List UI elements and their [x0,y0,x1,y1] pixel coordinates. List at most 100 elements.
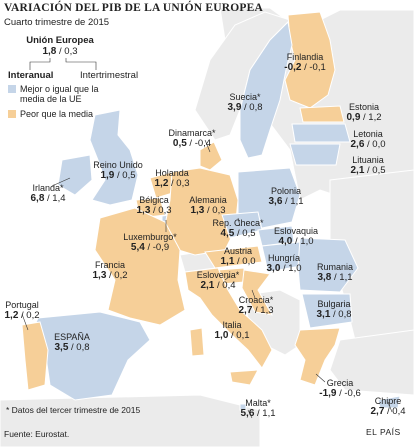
country-label: Italia 1,0 / 0,1 [214,320,249,341]
country-annual: 3,9 [227,102,242,113]
country-quarterly: 1,1 [339,272,353,283]
country-name: Austria [223,246,253,256]
country-label: Portugal 1,2 / 0,2 [4,300,39,321]
country-annual: 3,6 [268,196,283,207]
country-name: Eslovenia* [196,270,240,280]
country-label: Polonia 3,6 / 1,1 [268,186,303,207]
country-quarterly: 0,8 [338,309,352,320]
country-quarterly: 1,3 [260,305,274,316]
eu-annual: 1,8 [42,46,57,57]
country-values: 2,7 / 0,4 [370,406,406,417]
country-label: Hungría 3,0 / 1,0 [266,253,301,274]
country-annual: 2,7 [238,305,253,316]
country-values: 2,7 / 1,3 [238,305,274,316]
country-label: Suecia* 3,9 / 0,8 [227,92,262,113]
country-annual: 1,2 [154,178,169,189]
country-letonia [291,123,351,143]
credit-logo: EL PAÍS [366,427,401,437]
country-values: 3,0 / 1,0 [266,263,302,274]
country-label: Estonia 0,9 / 1,2 [346,102,381,123]
country-quarterly: 0,2 [26,310,40,321]
country-quarterly: 1,0 [300,236,314,247]
legend-below-label: Peor que la media [20,109,94,119]
country-rumania [297,237,359,293]
country-values: 1,9 / 0,5 [100,170,136,181]
country-name: Holanda [155,168,189,178]
country-portugal [21,321,49,391]
country-quarterly: 1,1 [262,408,276,419]
leader-eslovenia [224,275,231,281]
country-annual: 2,1 [200,280,215,291]
country-malta [239,403,247,411]
country-annual: -0,2 [284,62,302,73]
country-annual: 3,1 [316,309,331,320]
country-values: 3,1 / 0,8 [316,309,352,320]
country-values: 2,1 / 0,4 [200,280,236,291]
country-annual: 4,5 [220,228,235,239]
country-dinamarca [199,141,223,171]
country-quarterly: 0,0 [242,256,256,267]
country-austria [204,245,263,269]
country-quarterly: 0,8 [249,102,263,113]
country-annual: 1,2 [4,310,19,321]
country-name: ESPAÑA [54,332,90,342]
country-quarterly: 1,0 [288,263,302,274]
eu-values: 1,8 / 0,3 [42,46,78,57]
country-quarterly: 0,4 [392,406,406,417]
country-name: Grecia [326,378,354,388]
country-annual: 1,1 [220,256,235,267]
leader-chipre [387,401,393,413]
country-quarterly: 0,1 [236,330,250,341]
country-name: Dinamarca* [168,128,216,138]
source: Fuente: Eurostat. [4,429,70,439]
country-values: 0,9 / 1,2 [346,112,382,123]
country-label: Alemania 1,3 / 0,3 [189,195,227,216]
country-quarterly: 1,2 [368,112,382,123]
leader-rep-checa [237,217,241,227]
country-name: Croacia* [238,295,274,305]
country-name: Italia [222,320,242,330]
country-values: -0,2 / -0,1 [284,62,326,73]
country-annual: 1,3 [190,205,205,216]
country-label: Rep. Checa* 4,5 / 0,5 [212,218,263,239]
country-eslovaquia [257,225,295,247]
country-name: Finlandia [286,52,324,62]
turkey [329,329,414,396]
country-values: 1,2 / 0,2 [4,310,40,321]
country-irlanda [57,154,93,196]
country-values: 3,5 / 0,8 [54,342,90,353]
country-estonia [299,105,345,123]
eu-quarterly: 0,3 [64,46,78,57]
country-annual: 2,6 [350,139,365,150]
country-annual: 2,1 [350,165,365,176]
country-quarterly: 0,2 [114,270,128,281]
country-quarterly: 0,0 [372,139,386,150]
country-annual: 3,5 [54,342,69,353]
country-label: Austria 1,1 / 0,0 [220,246,255,267]
country-values: 2,6 / 0,0 [350,139,386,150]
map-subtitle: Cuarto trimestre de 2015 [4,17,110,28]
country-label: Letonia 2,6 / 0,0 [350,129,385,150]
country-annual: 4,0 [278,236,293,247]
country-values: -1,9 / -0,6 [319,388,361,399]
country-name: Portugal [5,300,39,310]
country-quarterly: 0,5 [242,228,256,239]
country-label: Croacia* 2,7 / 1,3 [238,295,273,316]
country-label: Eslovenia* 2,1 / 0,4 [197,270,240,291]
country-grecia [294,327,341,386]
country-quarterly: -0,6 [344,388,361,399]
country-annual: 0,5 [172,138,187,149]
country-annual: 1,9 [100,170,115,181]
country-values: 1,2 / 0,3 [154,178,190,189]
country-name: Bélgica [139,195,169,205]
country-label: Luxemburgo* 5,4 / -0,9 [123,232,177,253]
legend-swatch-above [8,85,16,93]
country-annual: 5,4 [130,242,145,253]
eu-name: Unión Europea [26,35,94,46]
country-name: Rumania [316,262,354,272]
country-quarterly: 0,3 [176,178,190,189]
country-quarterly: 0,3 [158,205,172,216]
country-quarterly: 0,5 [122,170,136,181]
country-label: Dinamarca* 0,5 / -0,4 [168,128,215,149]
